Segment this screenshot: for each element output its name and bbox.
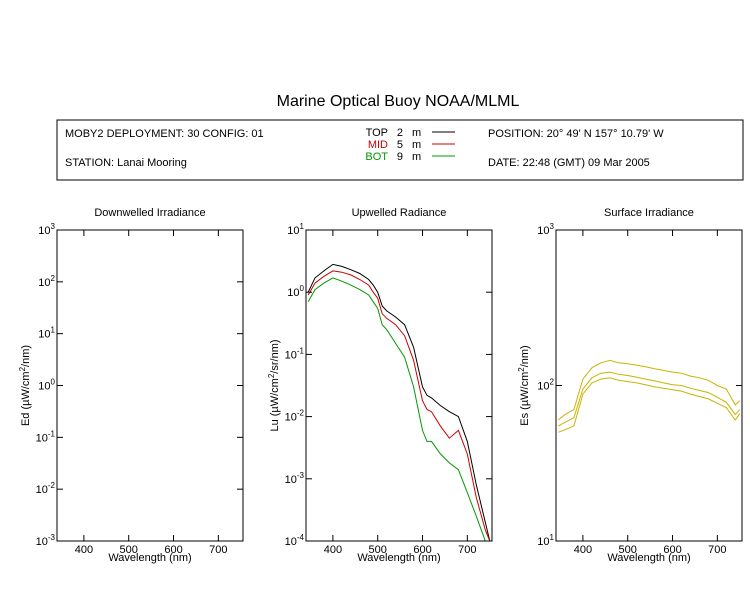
legend-mid-value: 5 <box>397 139 403 151</box>
x-tick-label: 500 <box>369 544 387 556</box>
panel-title: Upwelled Radiance <box>352 207 447 219</box>
legend-top-unit: m <box>412 127 421 139</box>
figure-title: Marine Optical Buoy NOAA/MLML <box>277 93 520 110</box>
x-tick-label: 500 <box>619 544 637 556</box>
series-line-es-3 <box>558 377 741 433</box>
info-box: MOBY2 DEPLOYMENT: 30 CONFIG: 01 STATION:… <box>56 119 744 181</box>
series-line-es-2 <box>557 371 741 427</box>
legend-mid-unit: m <box>412 139 421 151</box>
legend-bot-name: BOT <box>365 151 388 163</box>
panel-title: Surface Irradiance <box>604 207 694 219</box>
y-tick-label: 10-4 <box>285 533 305 548</box>
y-tick-label: 10-1 <box>285 346 305 361</box>
series-line-bot <box>307 277 490 541</box>
legend-bot-unit: m <box>412 151 421 163</box>
info-box-frame <box>56 119 744 181</box>
x-tick-label: 700 <box>708 544 726 556</box>
x-axis-label: Wavelength (nm) <box>108 552 191 564</box>
y-axis-label: Lu (µW/cm2/sr/nm) <box>267 339 281 431</box>
date-text: DATE: 22:48 (GMT) 09 Mar 2005 <box>488 157 650 169</box>
legend-top-value: 2 <box>397 127 403 139</box>
x-axis-label: Wavelength (nm) <box>607 552 690 564</box>
series-line-es-1 <box>557 359 741 421</box>
y-tick-label: 10-3 <box>36 533 56 548</box>
y-tick-label: 100 <box>287 284 304 299</box>
y-tick-label: 10-3 <box>285 471 305 486</box>
y-axis-label: Ed (µW/cm2/nm) <box>18 345 32 426</box>
panel-downwelled-irradiance: Downwelled Irradiance 400 500 600 700 10-3 10-… <box>18 207 244 564</box>
y-tick-label: 10-2 <box>285 409 305 424</box>
x-tick-label: 600 <box>164 544 182 556</box>
x-tick-label: 700 <box>209 544 227 556</box>
station-text: STATION: Lanai Mooring <box>65 157 187 169</box>
y-tick-label: 10-1 <box>36 429 56 444</box>
series-line-mid <box>307 270 491 541</box>
y-tick-label: 101 <box>537 533 554 548</box>
x-tick-label: 500 <box>120 544 138 556</box>
y-tick-label: 102 <box>38 274 55 289</box>
legend-top-name: TOP <box>366 127 388 139</box>
x-tick-label: 700 <box>458 544 476 556</box>
panel-surface-irradiance: Surface Irradiance 400 500 600 700 101 102 103 W… <box>517 207 743 564</box>
x-tick-label: 400 <box>324 544 342 556</box>
deployment-text: MOBY2 DEPLOYMENT: 30 CONFIG: 01 <box>65 128 264 140</box>
x-tick-label: 400 <box>574 544 592 556</box>
y-tick-label: 10-2 <box>36 481 56 496</box>
x-tick-label: 600 <box>413 544 431 556</box>
plot-frame <box>56 229 244 542</box>
position-text: POSITION: 20° 49' N 157° 10.79' W <box>488 128 664 140</box>
panel-title: Downwelled Irradiance <box>94 207 205 219</box>
y-tick-label: 101 <box>38 326 55 341</box>
y-tick-label: 103 <box>537 222 554 237</box>
y-tick-label: 101 <box>287 222 304 237</box>
x-axis-label: Wavelength (nm) <box>357 552 440 564</box>
y-tick-label: 102 <box>537 378 554 393</box>
y-axis-label: Es (µW/cm2/nm) <box>517 345 531 425</box>
depth-legend: TOP 2 m MID 5 m BOT 9 m <box>365 127 455 163</box>
legend-mid-name: MID <box>368 139 388 151</box>
plot-frame <box>305 229 493 542</box>
y-tick-label: 103 <box>38 222 55 237</box>
panel-upwelled-radiance: Upwelled Radiance 400 500 600 700 10-4 10-3 10-… <box>267 207 493 564</box>
x-tick-label: 400 <box>75 544 93 556</box>
x-tick-label: 600 <box>663 544 681 556</box>
series-line-top <box>307 263 491 541</box>
legend-bot-value: 9 <box>397 151 403 163</box>
y-tick-label: 100 <box>38 378 55 393</box>
